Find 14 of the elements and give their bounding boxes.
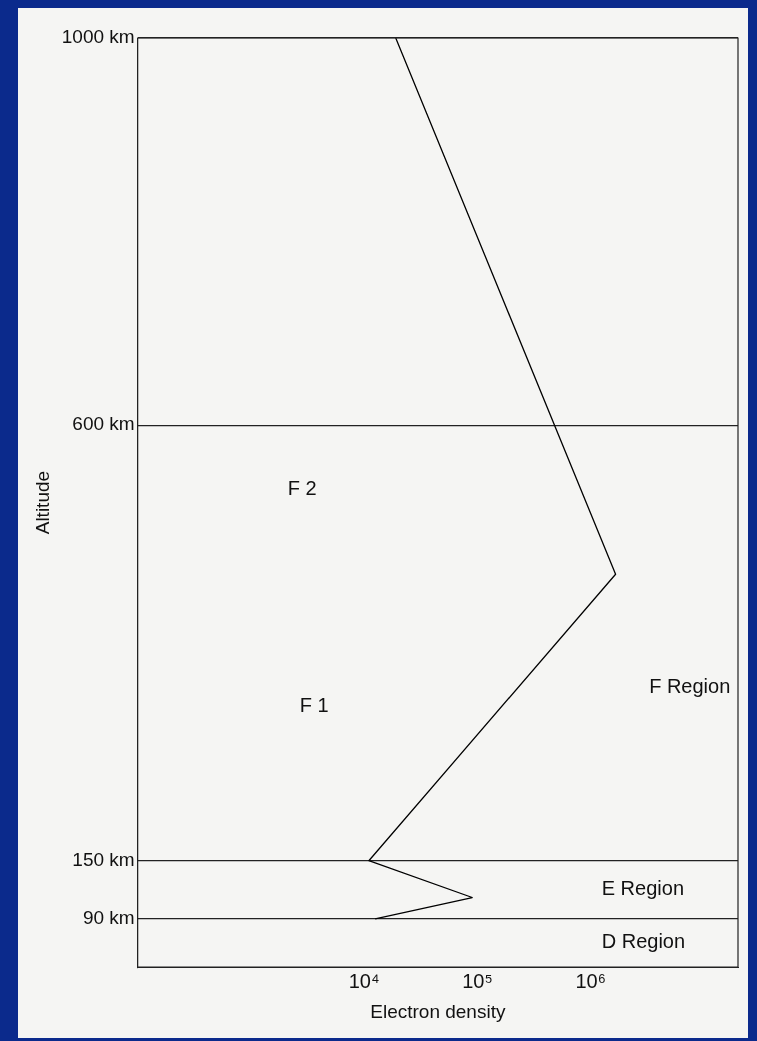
x-axis-title: Electron density [370, 1000, 506, 1022]
y-tick-label: 600 km [72, 413, 135, 435]
y-tick-label: 90 km [82, 907, 135, 929]
annotation: E Region [601, 876, 685, 899]
annotation: F 2 [287, 477, 317, 500]
x-tick-label: 10⁶ [575, 969, 606, 992]
y-axis-title: Altitude [31, 470, 53, 535]
y-tick-label: 1000 km [61, 26, 135, 48]
x-tick-label: 10⁴ [348, 969, 380, 992]
x-tick-label: 10⁵ [462, 969, 493, 992]
y-tick-label: 150 km [72, 848, 135, 870]
annotation: F Region [649, 675, 731, 698]
annotation: D Region [601, 929, 686, 952]
annotation: F 1 [299, 693, 329, 716]
